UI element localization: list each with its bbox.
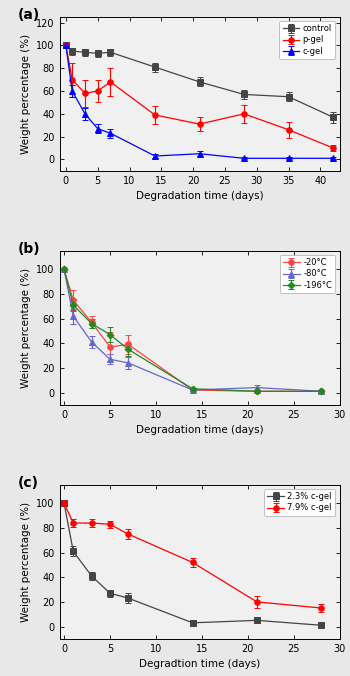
Legend: control, p-gel, c-gel: control, p-gel, c-gel bbox=[279, 21, 335, 59]
Text: (c): (c) bbox=[18, 476, 38, 489]
Y-axis label: Weight percentage (%): Weight percentage (%) bbox=[21, 268, 31, 388]
X-axis label: Degradation time (days): Degradation time (days) bbox=[136, 425, 263, 435]
Y-axis label: Weight percentage (%): Weight percentage (%) bbox=[21, 34, 30, 154]
Legend: 2.3% c-gel, 7.9% c-gel: 2.3% c-gel, 7.9% c-gel bbox=[264, 489, 335, 516]
Legend: -20°C, -80°C, -196°C: -20°C, -80°C, -196°C bbox=[280, 255, 335, 293]
X-axis label: Degradtion time (days): Degradtion time (days) bbox=[139, 659, 260, 669]
Text: (a): (a) bbox=[18, 7, 40, 22]
X-axis label: Degradation time (days): Degradation time (days) bbox=[136, 191, 263, 201]
Text: (b): (b) bbox=[18, 241, 40, 256]
Y-axis label: Weight percentage (%): Weight percentage (%) bbox=[21, 502, 31, 622]
